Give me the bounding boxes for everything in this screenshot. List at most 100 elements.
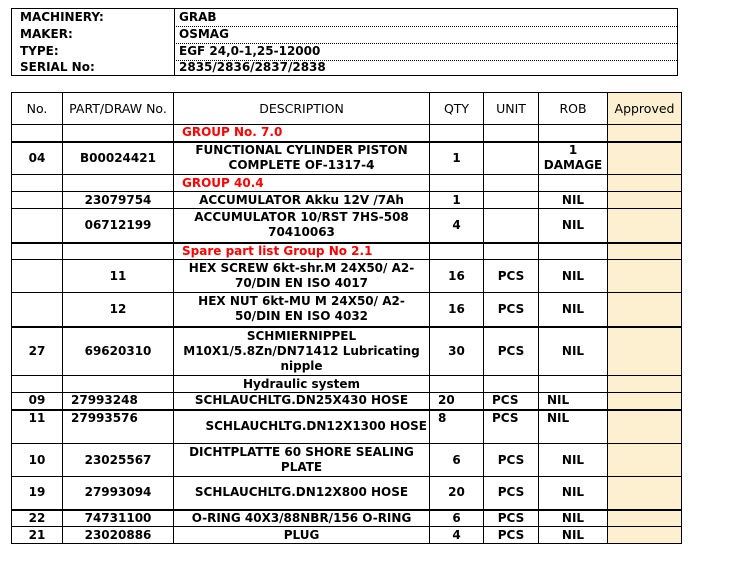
cell-unit (483, 208, 539, 243)
cell-no: 19 (11, 476, 63, 510)
cell-qty: 16 (429, 292, 484, 327)
cell-qty: 4 (429, 526, 484, 544)
cell-description: PLUG (173, 526, 430, 544)
cell-approved (607, 241, 682, 260)
cell-rob: NIL (538, 476, 608, 510)
cell-rob: 1 DAMAGE (538, 140, 608, 175)
cell-no: 27 (11, 325, 63, 376)
table-row: 23079754 ACCUMULATOR Akku 12V /7Ah 1 NIL (11, 191, 682, 209)
cell-description: HEX NUT 6kt-MU M 24X50/ A2-50/DIN EN ISO… (173, 292, 430, 327)
cell-description: HEX SCREW 6kt-shr.M 24X50/ A2-70/DIN EN … (173, 259, 430, 293)
maker-value: OSMAG (174, 26, 677, 44)
table-row: 09 27993248 SCHLAUCHLTG.DN25X430 HOSE 20 PCS… (11, 392, 682, 410)
cell-no (11, 375, 63, 393)
cell-no (11, 208, 63, 243)
cell-part: 27993248 (62, 392, 174, 410)
cell-approved (607, 174, 682, 192)
table-body: GROUP No. 7.0 04 B00024421 FUNCTIONAL CYLIN… (11, 124, 682, 544)
cell-approved (607, 124, 682, 142)
cell-approved (607, 208, 682, 243)
cell-no: 09 (11, 392, 63, 410)
cell-description: DICHTPLATTE 60 SHORE SEALING PLATE (173, 443, 430, 477)
cell-rob: NIL (538, 408, 608, 444)
cell-description: ACCUMULATOR 10/RST 7HS-508 70410063 (173, 208, 430, 243)
cell-unit (483, 375, 539, 393)
col-header-qty: QTY (429, 92, 484, 125)
cell-part: 11 (62, 259, 174, 293)
cell-unit (483, 191, 539, 209)
machinery-value: GRAB (174, 9, 677, 27)
cell-qty: 6 (429, 508, 484, 527)
table-row: 21 23020886 PLUG 4 PCS NIL (11, 526, 682, 544)
group-title: GROUP 40.4 (173, 174, 430, 192)
cell-no (11, 174, 63, 192)
cell-unit: PCS (483, 443, 539, 477)
table-row: 22 74731100 O-RING 40X3/88NBR/156 O-RING 6 P… (11, 508, 682, 527)
cell-approved (607, 259, 682, 293)
cell-part: 27993576 (62, 408, 174, 444)
cell-qty: 30 (429, 325, 484, 376)
cell-approved (607, 292, 682, 327)
cell-rob (538, 375, 608, 393)
group-title: GROUP No. 7.0 (173, 124, 430, 142)
cell-unit: PCS (483, 476, 539, 510)
cell-qty (429, 174, 484, 192)
group-row: GROUP 40.4 (11, 174, 682, 192)
cell-part (62, 124, 174, 142)
cell-no: 11 (11, 408, 63, 444)
cell-qty: 1 (429, 191, 484, 209)
subheading-title: Hydraulic system (173, 375, 430, 393)
serial-value: 2835/2836/2837/2838 (174, 59, 677, 76)
cell-part: 23020886 (62, 526, 174, 544)
cell-unit (483, 140, 539, 175)
table-row: 19 27993094 SCHLAUCHLTG.DN12X800 HOSE 20 PCS… (11, 476, 682, 510)
table-row: 27 69620310 SCHMIERNIPPEL M10X1/5.8Zn/DN71… (11, 325, 682, 376)
cell-rob (538, 241, 608, 260)
cell-description: SCHLAUCHLTG.DN12X1300 HOSE (173, 408, 430, 444)
cell-qty (429, 124, 484, 142)
cell-qty: 6 (429, 443, 484, 477)
cell-unit: PCS (483, 408, 539, 444)
table-row: 11 HEX SCREW 6kt-shr.M 24X50/ A2-70/DIN E… (11, 259, 682, 293)
serial-label: SERIAL No: (20, 60, 95, 74)
cell-part: 06712199 (62, 208, 174, 243)
cell-description: SCHMIERNIPPEL M10X1/5.8Zn/DN71412 Lubric… (173, 325, 430, 376)
subheading-row: Hydraulic system (11, 375, 682, 393)
col-header-no: No. (11, 92, 63, 125)
table-row: 11 27993576 SCHLAUCHLTG.DN12X1300 HOSE 8 PCS… (11, 408, 682, 444)
cell-description: FUNCTIONAL CYLINDER PISTON COMPLETE OF-1… (173, 140, 430, 175)
cell-part: B00024421 (62, 140, 174, 175)
cell-approved (607, 508, 682, 527)
cell-part: 12 (62, 292, 174, 327)
cell-approved (607, 392, 682, 410)
cell-rob: NIL (538, 508, 608, 527)
cell-part: 69620310 (62, 325, 174, 376)
cell-qty: 20 (429, 392, 484, 410)
cell-no: 10 (11, 443, 63, 477)
cell-unit: PCS (483, 325, 539, 376)
cell-no (11, 241, 63, 260)
cell-unit: PCS (483, 292, 539, 327)
cell-part (62, 174, 174, 192)
type-label: TYPE: (20, 44, 59, 58)
cell-no: 21 (11, 526, 63, 544)
cell-approved (607, 443, 682, 477)
cell-part (62, 241, 174, 260)
group-title: Spare part list Group No 2.1 (173, 241, 430, 260)
cell-unit: PCS (483, 526, 539, 544)
cell-unit: PCS (483, 392, 539, 410)
cell-rob: NIL (538, 191, 608, 209)
cell-approved (607, 325, 682, 376)
cell-approved (607, 526, 682, 544)
cell-part: 23025567 (62, 443, 174, 477)
cell-no (11, 124, 63, 142)
cell-approved (607, 408, 682, 444)
cell-part: 27993094 (62, 476, 174, 510)
cell-rob: NIL (538, 292, 608, 327)
machinery-row: MACHINERY: GRAB (12, 9, 677, 27)
type-row: TYPE: EGF 24,0-1,25-12000 (12, 43, 677, 61)
cell-qty (429, 241, 484, 260)
machinery-label: MACHINERY: (20, 10, 104, 24)
col-header-part: PART/DRAW No. (62, 92, 174, 125)
cell-rob: NIL (538, 443, 608, 477)
